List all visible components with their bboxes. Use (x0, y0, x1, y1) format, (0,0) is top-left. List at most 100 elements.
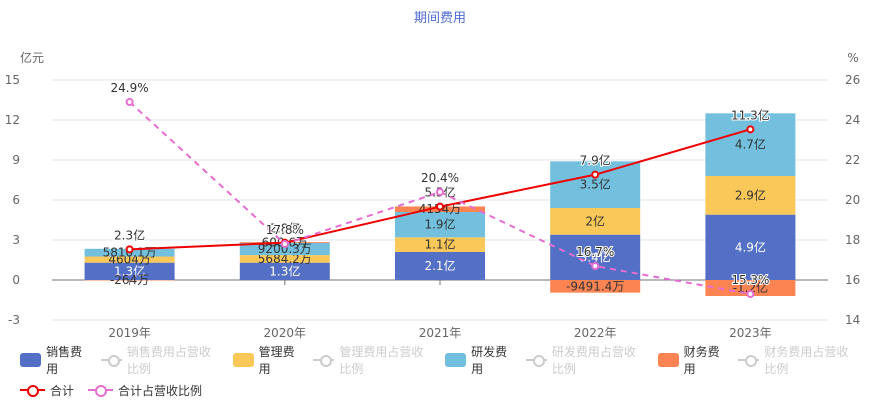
x-tick-label: 2023年 (729, 326, 772, 340)
bar-销售费用 (705, 214, 796, 280)
line-point (436, 202, 444, 211)
bar-管理费用 (239, 255, 330, 263)
bar-data-label: 4.9亿 (735, 239, 766, 254)
y-axis-right-label: % (847, 51, 858, 65)
line-data-label: 7.9亿 (580, 153, 611, 168)
legend-item[interactable]: 财务费用占营收比例 (738, 343, 856, 377)
bar-data-label: 2.1亿 (424, 258, 455, 273)
legend-item[interactable]: 合计 (20, 382, 74, 399)
legend-label: 研发费用 (471, 345, 508, 376)
legend-label: 合计 (50, 383, 75, 398)
line-point (125, 245, 134, 254)
line-data-label: 2.3亿 (114, 227, 145, 242)
line-data-label: 2.8亿 (269, 221, 300, 236)
bar-管理费用 (84, 256, 175, 263)
bar-data-label: -1.2亿 (733, 280, 768, 295)
bar-data-label: 4.7亿 (735, 137, 766, 152)
line-data-label: 20.4% (421, 171, 459, 185)
legend-swatch-icon (232, 353, 254, 367)
y-left-tick-label: -3 (8, 313, 20, 327)
legend-label: 销售费用占营收比例 (126, 345, 211, 376)
legend-swatch-icon (445, 353, 467, 367)
y-left-tick-label: 12 (5, 113, 20, 127)
y-right-tick-label: 16 (845, 273, 860, 287)
line-point (591, 262, 600, 270)
y-left-tick-label: 9 (12, 153, 20, 167)
bar-研发费用 (395, 212, 485, 238)
line-data-label: 15.3% (731, 273, 769, 287)
legend-swatch-icon (657, 353, 679, 367)
legend-line-icon (88, 383, 114, 397)
legend-item[interactable]: 合计占营收比例 (88, 382, 202, 399)
legend-label: 管理费用占营收比例 (339, 345, 424, 376)
line-point (591, 170, 600, 179)
line-point (746, 125, 755, 134)
line-data-label: 11.3亿 (731, 107, 770, 122)
bar-财务费用 (84, 280, 175, 281)
legend-line-icon (738, 353, 760, 367)
bar-财务费用 (705, 280, 796, 296)
legend-line-icon (20, 383, 45, 397)
chart-title: 期间费用 (414, 11, 466, 26)
bar-data-label: 1.3亿 (269, 263, 300, 278)
legend-row: 合计 合计占营收比例 (20, 375, 870, 405)
bar-研发费用 (239, 242, 330, 256)
bar-销售费用 (395, 252, 485, 280)
legend-label: 研发费用占营收比例 (551, 345, 636, 376)
legend-line-icon (525, 353, 548, 367)
x-tick-label: 2021年 (419, 326, 462, 340)
legend-item[interactable]: 销售费用 (20, 343, 87, 377)
line-point (436, 188, 444, 196)
bar-销售费用 (84, 262, 175, 280)
bar-data-label: 1.9亿 (424, 217, 455, 232)
y-right-tick-label: 20 (845, 193, 860, 207)
y-left-tick-label: 15 (5, 73, 20, 87)
line-data-label: 24.9% (111, 81, 149, 95)
x-tick-label: 2022年 (574, 326, 617, 340)
bar-研发费用 (550, 161, 641, 208)
legend-label: 财务费用占营收比例 (764, 345, 849, 376)
bar-data-label: 1.3亿 (114, 263, 145, 278)
bar-data-label: 9200.3万 (258, 242, 312, 256)
bar-data-label: 2.9亿 (735, 187, 766, 202)
legend-item[interactable]: 销售费用占营收比例 (100, 343, 219, 377)
line-data-label: 16.7% (576, 245, 614, 259)
bar-data-label: -264万 (110, 273, 149, 287)
bar-data-label: -9491.4万 (566, 279, 624, 293)
legend-item[interactable]: 研发费用占营收比例 (525, 343, 644, 377)
line-point (280, 240, 289, 248)
legend-line-icon (100, 353, 123, 367)
y-right-tick-label: 18 (845, 233, 860, 247)
bar-销售费用 (550, 234, 641, 280)
bar-管理费用 (550, 208, 641, 235)
legend-item[interactable]: 财务费用 (657, 343, 725, 377)
line-point (746, 290, 755, 298)
legend-label: 合计占营收比例 (118, 383, 203, 398)
y-axis-left-label: 亿元 (20, 50, 44, 65)
legend-item[interactable]: 管理费用占营收比例 (313, 343, 431, 377)
legend-label: 管理费用 (258, 345, 295, 376)
legend-line-icon (313, 353, 335, 367)
y-left-tick-label: 0 (12, 273, 20, 287)
line-point (125, 98, 134, 106)
legend-item[interactable]: 管理费用 (232, 343, 300, 377)
bar-管理费用 (705, 176, 796, 215)
bar-财务费用 (550, 280, 641, 293)
y-right-tick-label: 22 (845, 153, 860, 167)
legend-label: 财务费用 (683, 345, 720, 376)
bar-data-label: 3.4亿 (580, 249, 611, 264)
legend-item[interactable]: 研发费用 (445, 343, 512, 377)
x-tick-label: 2019年 (108, 326, 151, 340)
legend-swatch-icon (20, 353, 42, 367)
legend: 销售费用 销售费用占营收比例 管理费用 管理费用占营收比例 研发费用 研发费用占营收比例 财… (20, 345, 870, 405)
bar-data-label: 5684.2万 (258, 252, 312, 266)
bar-管理费用 (395, 237, 485, 252)
y-right-tick-label: 26 (845, 73, 860, 87)
y-right-tick-label: 14 (845, 313, 860, 327)
legend-label: 销售费用 (46, 345, 83, 376)
bar-销售费用 (239, 262, 330, 280)
bar-data-label: 2亿 (585, 213, 605, 228)
y-right-tick-label: 24 (845, 113, 860, 127)
bar-研发费用 (705, 113, 796, 176)
